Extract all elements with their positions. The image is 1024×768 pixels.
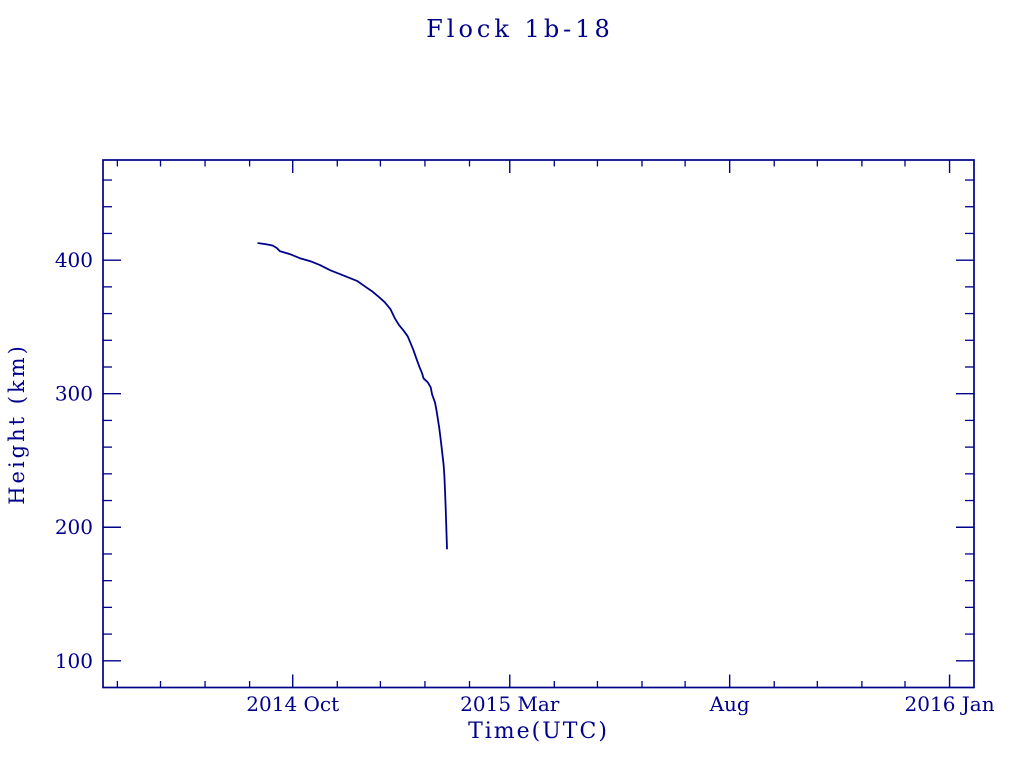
decay-curve	[257, 242, 448, 550]
y-tick-label: 300	[55, 382, 93, 406]
chart-title: Flock 1b-18	[426, 15, 614, 43]
x-axis-label: Time(UTC)	[468, 719, 609, 744]
y-tick-label: 100	[55, 649, 93, 673]
x-tick-label: Aug	[709, 692, 750, 716]
y-tick-label: 200	[55, 515, 93, 539]
x-tick-label: 2015 Mar	[460, 692, 560, 716]
x-tick-label: 2014 Oct	[246, 692, 339, 716]
y-tick-label: 400	[55, 248, 93, 272]
x-tick-label: 2016 Jan	[905, 692, 995, 716]
plot-frame	[102, 159, 975, 689]
